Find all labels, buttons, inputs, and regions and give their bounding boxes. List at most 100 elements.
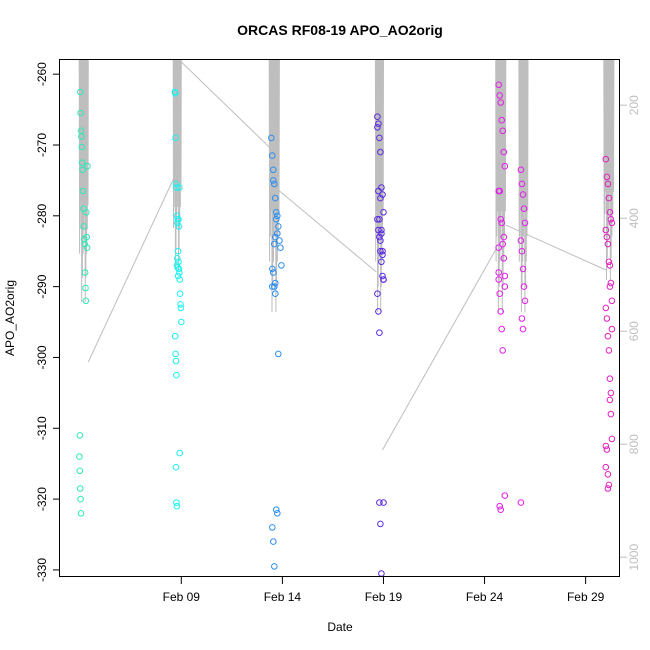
y-tick-label: -320 (35, 487, 49, 511)
data-point (275, 350, 282, 358)
data-point (269, 283, 276, 290)
data-point (497, 99, 505, 106)
data-point (269, 524, 276, 531)
data-point (500, 148, 508, 156)
data-point (174, 254, 181, 262)
data-point (274, 510, 281, 517)
data-point (178, 318, 185, 326)
data-point (79, 187, 87, 195)
data-point (173, 184, 180, 191)
data-point (519, 265, 527, 273)
data-point (173, 499, 180, 506)
data-point (80, 223, 88, 230)
data-point (269, 265, 276, 273)
data-point (77, 109, 84, 117)
data-point (174, 264, 181, 271)
data-point (608, 219, 616, 227)
data-point (603, 233, 611, 241)
data-point (172, 180, 180, 188)
data-point (173, 212, 181, 220)
data-point (497, 308, 505, 315)
data-point (497, 216, 505, 223)
trace-flight-7 (603, 59, 615, 281)
data-point (76, 467, 84, 475)
data-point (501, 283, 509, 290)
chart-title: ORCAS RF08-19 APO_AO2orig (237, 22, 443, 38)
x-tick-label: Feb 14 (264, 590, 302, 604)
data-point (375, 187, 382, 195)
data-point (496, 290, 504, 298)
trace-link-5 (505, 224, 607, 271)
y-axis: -260 -270 -280 -290 -300 -310 -320 -330 (35, 62, 60, 582)
data-point (275, 223, 282, 230)
y2-tick-label: 800 (627, 434, 641, 454)
data-point (176, 449, 183, 457)
data-point (173, 371, 180, 379)
trace-flight-4 (374, 59, 384, 313)
data-point (270, 269, 277, 276)
data-point (76, 432, 84, 439)
data-point (606, 396, 614, 404)
data-point (607, 279, 615, 287)
data-point (274, 212, 281, 220)
data-point (376, 216, 383, 223)
data-point (605, 258, 613, 266)
trace-link-4 (382, 247, 498, 451)
data-point (378, 258, 385, 266)
data-point (271, 283, 278, 290)
data-point (269, 152, 276, 159)
data-point (83, 244, 91, 251)
data-point (519, 191, 527, 198)
data-point (608, 435, 616, 443)
data-point (376, 233, 383, 241)
data-point (270, 166, 277, 174)
data-point (378, 230, 385, 237)
data-point (278, 262, 285, 269)
data-point (376, 329, 383, 337)
y-tick-label: -300 (35, 345, 49, 369)
data-point (270, 538, 277, 545)
trace-flight-6 (518, 59, 529, 313)
data-point (174, 247, 182, 255)
data-point (84, 162, 91, 170)
data-point (172, 350, 179, 358)
data-point (172, 357, 180, 365)
data-point (274, 230, 281, 237)
data-point (376, 134, 383, 142)
data-point (521, 219, 529, 227)
data-point (375, 308, 382, 315)
data-point (380, 276, 387, 283)
data-point (499, 240, 507, 248)
data-point (177, 301, 184, 308)
data-point (271, 563, 278, 570)
data-point (78, 143, 86, 151)
data-point (501, 492, 509, 499)
data-point (174, 219, 181, 227)
data-point (374, 216, 381, 223)
data-point (379, 272, 386, 280)
y-tick-label: -310 (35, 416, 49, 440)
altitude-trace (78, 59, 615, 451)
data-point (176, 290, 184, 298)
data-point (517, 499, 525, 506)
data-point (379, 247, 386, 255)
data-point (496, 92, 504, 99)
y-tick-label: -280 (35, 203, 49, 227)
data-point (76, 453, 83, 460)
data-point (603, 446, 611, 453)
x-tick-label: Feb 09 (163, 590, 201, 604)
data-point (175, 265, 183, 273)
data-point (374, 290, 381, 298)
data-point (605, 347, 613, 354)
data-point (520, 283, 528, 290)
data-point (270, 177, 277, 184)
trace-flight-1 (78, 59, 89, 303)
y2-axis: 200 400 600 800 1000 (620, 95, 641, 571)
data-point (604, 471, 612, 478)
data-point (272, 233, 279, 241)
data-point (608, 297, 616, 305)
data-point (602, 226, 610, 234)
data-point (273, 209, 280, 216)
data-point (607, 410, 615, 418)
data-point (272, 290, 279, 298)
